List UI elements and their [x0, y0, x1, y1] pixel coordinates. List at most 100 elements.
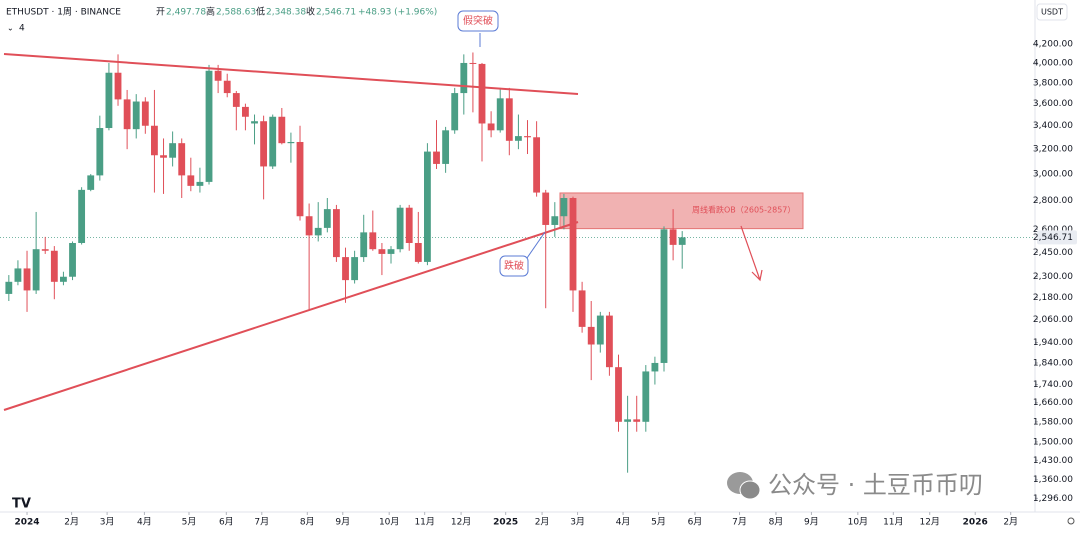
plot [0, 52, 1035, 473]
last-price-box [1037, 230, 1077, 245]
candle-body [460, 62, 468, 94]
x-tick-label: 2月 [535, 517, 550, 528]
candle-body [378, 249, 386, 254]
candle-body [651, 362, 659, 372]
y-tick-label: 2,800.00 [1033, 196, 1073, 206]
y-tick-label: 2,600.00 [1033, 225, 1073, 235]
y-tick-label: 2,180.00 [1033, 293, 1073, 303]
value: 2,546.71 [316, 8, 356, 18]
y-tick-label: 1,360.00 [1033, 475, 1073, 485]
candle-body [342, 257, 349, 281]
candle-body [41, 249, 49, 251]
candle-body [32, 249, 40, 291]
watermark-group: 公众号 · 土豆币币叨 [727, 471, 983, 500]
currency[interactable]: USDT [1041, 8, 1063, 17]
y-tick-label: 2,060.00 [1033, 315, 1073, 325]
x-tick-label: 6月 [688, 517, 703, 528]
caret: ⌄ [7, 24, 14, 33]
candle-body [605, 315, 613, 368]
candle-body [160, 155, 167, 158]
y-tick-label: 1,430.00 [1033, 456, 1073, 466]
candle-body [414, 242, 422, 262]
candle-body [5, 281, 13, 294]
candle-body [533, 137, 541, 193]
symbol: ETHUSDT · 1周 · BINANCE [6, 7, 121, 18]
y-tick-label: 1,840.00 [1033, 358, 1073, 368]
candle-body [69, 242, 76, 277]
candle-body [469, 62, 477, 64]
candle-body [50, 250, 58, 282]
candle-body [314, 227, 322, 236]
x-tick-label: 10月 [848, 517, 868, 528]
candle-body [96, 128, 104, 176]
callout-box [499, 255, 529, 277]
candle-body [178, 143, 186, 176]
indicator-count: 4 [19, 24, 25, 34]
wechat-icon [739, 480, 761, 500]
x-tick-label: 3月 [100, 517, 115, 528]
candle-body [615, 367, 622, 422]
candle-body [232, 93, 240, 107]
candle-body [23, 268, 31, 291]
candle-body [542, 192, 550, 225]
candle-body [596, 315, 604, 345]
candle-body [114, 72, 122, 100]
arrow [740, 225, 763, 282]
candle-body [351, 257, 359, 281]
y-tick-label: 1,500.00 [1033, 437, 1073, 447]
label: 收 [306, 6, 315, 18]
candle-body [369, 232, 377, 250]
candle-body [296, 141, 304, 217]
candle-body [678, 237, 686, 245]
candle-body [205, 70, 213, 182]
candle-body [387, 249, 395, 254]
candle-body [187, 175, 195, 186]
x-tick-label: 4月 [137, 517, 152, 528]
x-tick-label: 4月 [616, 517, 631, 528]
y-tick-label: 1,740.00 [1033, 380, 1073, 390]
candle-body [60, 276, 67, 282]
candle-body [642, 371, 650, 422]
candle-body [151, 125, 158, 156]
candle-body [305, 216, 313, 236]
x-tick-label: 6月 [219, 517, 234, 528]
candle-body [505, 98, 513, 141]
candle-body [669, 229, 677, 245]
candle-body [242, 106, 249, 117]
candle-body [478, 63, 486, 124]
watermark: 公众号 · 土豆币币叨 [768, 471, 983, 499]
settings[interactable] [1067, 517, 1075, 525]
candle-body [487, 123, 495, 131]
y-tick-label: 1,296.00 [1033, 494, 1073, 504]
currency-button[interactable] [1036, 3, 1068, 21]
x-tick-label: 2026 [963, 518, 988, 528]
candle-body [578, 290, 586, 327]
candle-body [551, 216, 559, 225]
candle-body [514, 136, 522, 141]
x-tick-label: 5月 [182, 517, 197, 528]
x-tick-label: 2月 [1003, 517, 1018, 528]
change: +48.93 (+1.96%) [358, 8, 437, 18]
x-tick-label: 11月 [414, 517, 434, 528]
candle-body [87, 175, 95, 190]
candle-body [360, 232, 368, 258]
candle-body [214, 70, 222, 81]
candle-body [660, 229, 668, 363]
callout-box [457, 10, 499, 32]
candle-body [433, 151, 440, 164]
y-tick-label: 1,940.00 [1033, 338, 1073, 348]
candle-body [251, 121, 258, 124]
candle-body [169, 143, 177, 158]
candle-body [442, 130, 450, 164]
callout: 跌破 [504, 259, 524, 272]
candle-body [105, 72, 113, 129]
candle-body [624, 419, 632, 422]
candle-body [132, 101, 140, 130]
value: 2,497.78 [166, 8, 206, 18]
candle-body [287, 141, 295, 144]
y-tick-label: 3,600.00 [1033, 99, 1073, 109]
y-tick-label: 1,660.00 [1033, 398, 1073, 408]
candle-body [424, 151, 431, 262]
y-tick-label: 2,300.00 [1033, 272, 1073, 282]
